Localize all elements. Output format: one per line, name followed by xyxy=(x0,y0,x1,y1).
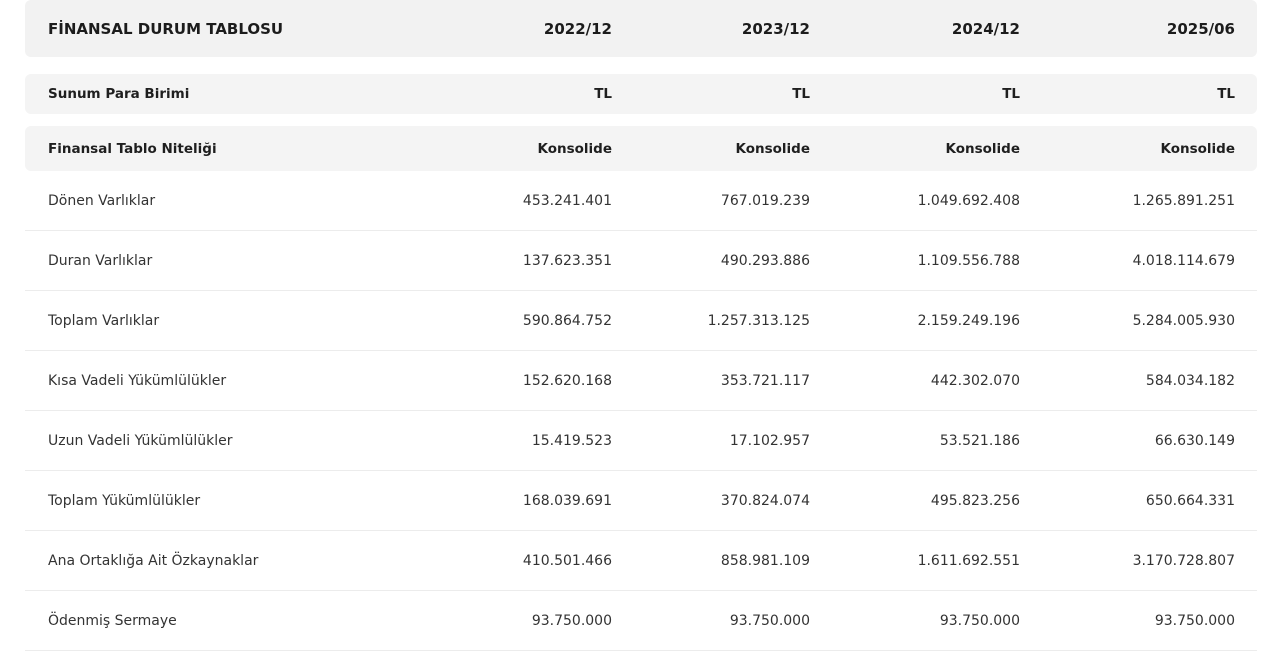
cell-value: 1.109.556.788 xyxy=(917,252,1020,269)
row-label: Ödenmiş Sermaye xyxy=(48,612,177,629)
cell-value: TL xyxy=(792,86,810,102)
row-label: Duran Varlıklar xyxy=(48,252,153,269)
cell-value: 442.302.070 xyxy=(930,372,1020,389)
cell-value: 370.824.074 xyxy=(720,492,810,509)
row-label: Toplam Varlıklar xyxy=(48,312,160,329)
cell-value: Konsolide xyxy=(1160,140,1236,157)
cell-value: 152.620.168 xyxy=(522,372,612,389)
row-label: Finansal Tablo Niteliği xyxy=(48,140,217,157)
cell-value: 1.265.891.251 xyxy=(1132,192,1235,209)
period-header[interactable]: 2023/12 xyxy=(741,19,810,38)
cell-value: Konsolide xyxy=(537,140,613,157)
cell-value: 1.257.313.125 xyxy=(707,312,810,329)
cell-value: 3.170.728.807 xyxy=(1132,552,1235,569)
cell-value: 4.018.114.679 xyxy=(1132,252,1235,269)
statement-type-row: Finansal Tablo Niteliği Konsolide Konsol… xyxy=(25,126,1257,171)
cell-value: 2.159.249.196 xyxy=(917,312,1020,329)
cell-value: TL xyxy=(1002,86,1020,102)
cell-value: 410.501.466 xyxy=(522,552,612,569)
cell-value: 5.284.005.930 xyxy=(1132,312,1235,329)
financial-table: FİNANSAL DURUM TABLOSU 2022/12 2023/12 2… xyxy=(25,0,1257,651)
cell-value: 1.611.692.551 xyxy=(917,552,1020,569)
cell-value: TL xyxy=(594,86,612,102)
cell-value: 353.721.117 xyxy=(720,372,810,389)
row-label: Dönen Varlıklar xyxy=(48,192,156,209)
row-label: Ana Ortaklığa Ait Özkaynaklar xyxy=(48,552,259,569)
table-row: Uzun Vadeli Yükümlülükler 15.419.523 17.… xyxy=(25,411,1257,471)
table-title: FİNANSAL DURUM TABLOSU xyxy=(48,19,284,38)
table-row: Ödenmiş Sermaye 93.750.000 93.750.000 93… xyxy=(25,591,1257,651)
row-label: Sunum Para Birimi xyxy=(48,86,190,102)
cell-value: 490.293.886 xyxy=(720,252,810,269)
cell-value: 590.864.752 xyxy=(522,312,612,329)
table-header-row: FİNANSAL DURUM TABLOSU 2022/12 2023/12 2… xyxy=(25,0,1257,57)
cell-value: 93.750.000 xyxy=(1154,612,1235,629)
table-row: Dönen Varlıklar 453.241.401 767.019.239 … xyxy=(25,171,1257,231)
cell-value: 137.623.351 xyxy=(522,252,612,269)
cell-value: 93.750.000 xyxy=(531,612,612,629)
cell-value: 66.630.149 xyxy=(1154,432,1235,449)
cell-value: Konsolide xyxy=(945,140,1021,157)
table-row: Kısa Vadeli Yükümlülükler 152.620.168 35… xyxy=(25,351,1257,411)
table-row: Toplam Varlıklar 590.864.752 1.257.313.1… xyxy=(25,291,1257,351)
cell-value: 858.981.109 xyxy=(720,552,810,569)
cell-value: TL xyxy=(1217,86,1235,102)
cell-value: Konsolide xyxy=(735,140,811,157)
cell-value: 93.750.000 xyxy=(729,612,810,629)
cell-value: 17.102.957 xyxy=(729,432,810,449)
cell-value: 453.241.401 xyxy=(522,192,612,209)
row-label: Uzun Vadeli Yükümlülükler xyxy=(48,432,233,449)
table-row: Ana Ortaklığa Ait Özkaynaklar 410.501.46… xyxy=(25,531,1257,591)
currency-row: Sunum Para Birimi TL TL TL TL xyxy=(25,74,1257,114)
period-header[interactable]: 2022/12 xyxy=(543,19,612,38)
cell-value: 650.664.331 xyxy=(1145,492,1235,509)
cell-value: 1.049.692.408 xyxy=(917,192,1020,209)
cell-value: 93.750.000 xyxy=(939,612,1020,629)
period-header[interactable]: 2024/12 xyxy=(951,19,1020,38)
row-label: Kısa Vadeli Yükümlülükler xyxy=(48,372,227,389)
table-row: Duran Varlıklar 137.623.351 490.293.886 … xyxy=(25,231,1257,291)
cell-value: 767.019.239 xyxy=(720,192,810,209)
cell-value: 53.521.186 xyxy=(939,432,1020,449)
table-row: Toplam Yükümlülükler 168.039.691 370.824… xyxy=(25,471,1257,531)
cell-value: 495.823.256 xyxy=(930,492,1020,509)
cell-value: 584.034.182 xyxy=(1145,372,1235,389)
period-header[interactable]: 2025/06 xyxy=(1166,19,1235,38)
cell-value: 15.419.523 xyxy=(531,432,612,449)
cell-value: 168.039.691 xyxy=(522,492,612,509)
row-label: Toplam Yükümlülükler xyxy=(48,492,201,509)
